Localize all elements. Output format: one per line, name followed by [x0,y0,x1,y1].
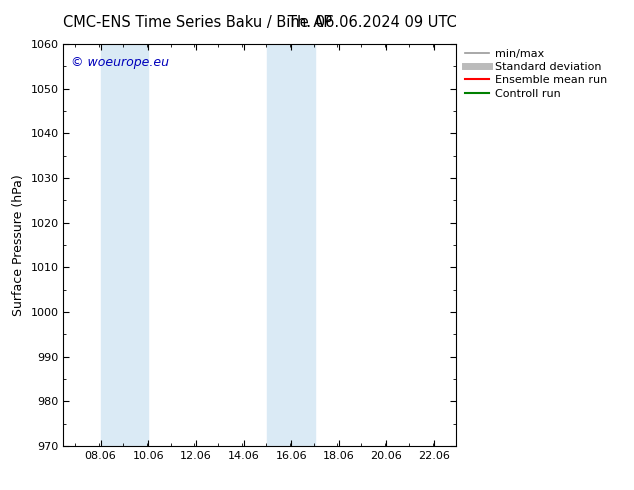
Legend: min/max, Standard deviation, Ensemble mean run, Controll run: min/max, Standard deviation, Ensemble me… [460,44,612,103]
Y-axis label: Surface Pressure (hPa): Surface Pressure (hPa) [12,174,25,316]
Text: CMC-ENS Time Series Baku / Bine AP: CMC-ENS Time Series Baku / Bine AP [63,15,332,30]
Text: Th. 06.06.2024 09 UTC: Th. 06.06.2024 09 UTC [288,15,456,30]
Bar [101,44,148,446]
Text: © woeurope.eu: © woeurope.eu [71,56,169,69]
Bar [268,44,315,446]
